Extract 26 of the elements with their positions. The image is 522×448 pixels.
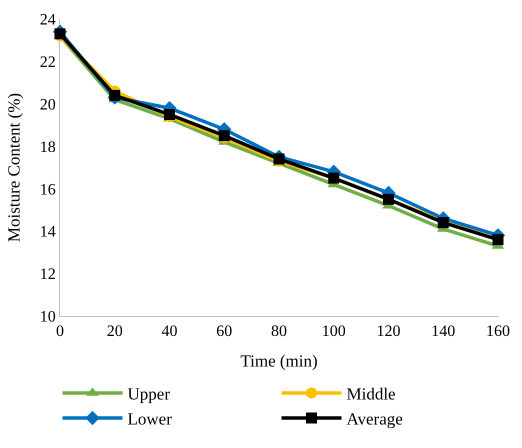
point <box>164 108 175 120</box>
y-tick-label: 14 <box>40 224 56 241</box>
y-axis-title: Moisture Content (%) <box>4 92 24 242</box>
legend-label: Lower <box>128 410 172 429</box>
y-tick-label: 20 <box>40 96 56 114</box>
point <box>109 90 120 101</box>
x-tick-label: 60 <box>216 323 232 340</box>
point <box>492 234 504 246</box>
x-tick-label: 140 <box>431 323 456 340</box>
x-tick-label: 80 <box>271 323 287 340</box>
x-tick-label: 100 <box>322 323 346 340</box>
x-tick-label: 120 <box>376 323 400 340</box>
x-tick-label: 160 <box>486 323 510 340</box>
y-tick-label: 12 <box>40 266 56 284</box>
x-tick-label: 0 <box>56 323 64 340</box>
y-tick-label: 18 <box>40 138 56 156</box>
y-tick-label: 16 <box>40 181 56 198</box>
x-tick-label: 40 <box>162 323 178 340</box>
y-tick-label: 22 <box>40 54 56 72</box>
legend-label: Average <box>346 410 403 429</box>
legend-label: Middle <box>346 384 396 404</box>
legend-label: Upper <box>128 384 170 404</box>
x-axis-title: Time (min) <box>240 352 318 371</box>
x-tick-label: 20 <box>106 323 123 340</box>
y-tick-label: 10 <box>40 308 56 326</box>
y-tick-label: 24 <box>40 12 56 29</box>
